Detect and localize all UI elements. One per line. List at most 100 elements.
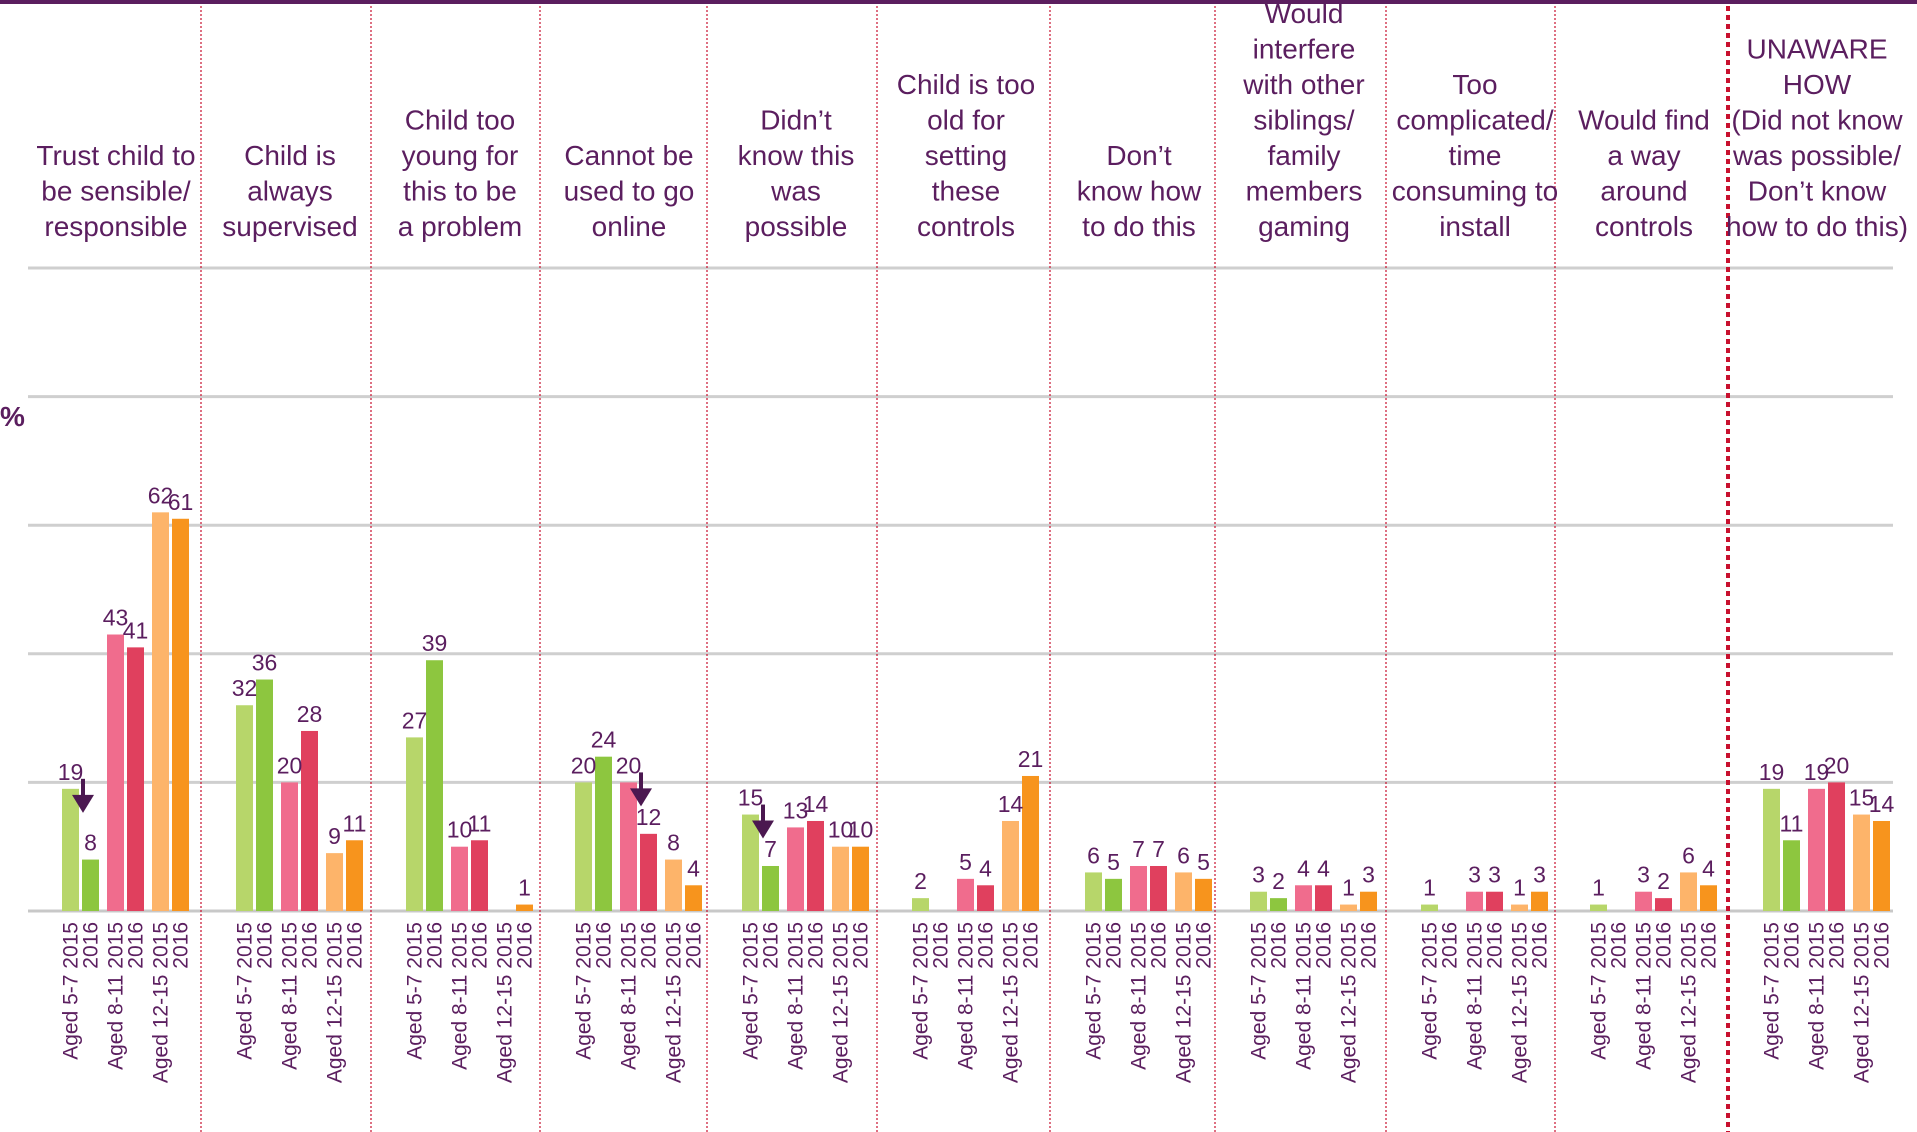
bar [281, 782, 298, 911]
category-label: Cannot be used to go online [564, 140, 695, 242]
value-label: 3 [1468, 862, 1481, 888]
bar [1808, 788, 1825, 911]
category-label-line: was possible/ [1732, 140, 1901, 171]
bar [1002, 820, 1019, 911]
category-label-line: controls [917, 211, 1015, 242]
category-label-line: around [1600, 176, 1687, 207]
bar [1655, 898, 1672, 911]
x-tick-label: Aged 12-15 2015 [324, 922, 347, 1083]
bar [451, 846, 468, 911]
value-label: 39 [422, 630, 448, 656]
category-label: Don’t know how to do this [1077, 140, 1202, 242]
bar [1763, 788, 1780, 911]
x-tick-label: Aged 8-11 2015 [955, 922, 978, 1070]
x-tick-label: Aged 12-15 2015 [1509, 922, 1532, 1083]
bar [595, 756, 612, 911]
value-label: 3 [1533, 862, 1546, 888]
value-label: 4 [1297, 855, 1310, 881]
value-label: 11 [343, 810, 367, 836]
arrow-head [72, 794, 94, 813]
x-tick-label: Aged 5-7 2015 [910, 922, 933, 1060]
x-tick-label: Aged 12-15 2015 [830, 922, 853, 1083]
value-label: 3 [1488, 862, 1501, 888]
bar [1295, 885, 1312, 911]
value-label: 7 [1152, 836, 1165, 862]
x-tick-label: Aged 5-7 2015 [573, 922, 596, 1060]
bar [82, 859, 99, 911]
category-label-line: be sensible/ [41, 176, 191, 207]
x-tick-label: Aged 5-7 2015 [1419, 922, 1442, 1060]
value-label: 5 [959, 849, 972, 875]
decrease-arrows [72, 772, 774, 839]
x-tick-label: 2016 [299, 922, 322, 969]
x-tick-label: 2016 [514, 922, 537, 969]
value-label: 4 [1317, 855, 1330, 881]
gridlines [28, 266, 1893, 913]
value-label: 6 [1682, 842, 1695, 868]
x-tick-label: Aged 5-7 2015 [60, 922, 83, 1060]
value-label: 10 [848, 817, 874, 843]
value-label: 14 [1869, 791, 1895, 817]
bar [152, 512, 169, 911]
x-tick-label: 2016 [1193, 922, 1216, 969]
x-tick-label: 2016 [1358, 922, 1381, 969]
x-tick-label: 2016 [930, 922, 953, 969]
x-tick-label: Aged 5-7 2015 [1248, 922, 1271, 1060]
bar [1105, 878, 1122, 911]
bar [1700, 885, 1717, 911]
bar [832, 846, 849, 911]
x-tick-label: 2016 [805, 922, 828, 969]
x-tick-label: 2016 [125, 922, 148, 969]
value-label: 24 [591, 727, 617, 753]
category-label: Didn’t know this was possible [738, 105, 855, 243]
value-label: 4 [1702, 855, 1715, 881]
category-label-line: gaming [1258, 211, 1350, 242]
x-tick-label: 2016 [760, 922, 783, 969]
x-tick-label: 2016 [80, 922, 103, 969]
x-tick-label: Aged 5-7 2015 [1761, 922, 1784, 1060]
bar [1828, 782, 1845, 911]
x-tick-label: 2016 [1826, 922, 1849, 969]
bar [516, 904, 533, 911]
value-label: 41 [123, 617, 149, 643]
bar [1783, 840, 1800, 911]
category-label-line: these [932, 176, 1001, 207]
value-label: 1 [518, 875, 531, 901]
value-label: 10 [447, 817, 473, 843]
category-label-line: a way [1607, 140, 1680, 171]
x-tick-label: 2016 [593, 922, 616, 969]
x-tick-label: Aged 5-7 2015 [1083, 922, 1106, 1060]
bar [575, 782, 592, 911]
value-label: 19 [1759, 759, 1785, 785]
x-tick-label: 2016 [1529, 922, 1552, 969]
bar [1315, 885, 1332, 911]
category-label-line: was [770, 176, 821, 207]
value-label: 5 [1197, 849, 1210, 875]
arrow-head [752, 820, 774, 839]
bar [762, 865, 779, 911]
bar [620, 782, 637, 911]
bar [1022, 775, 1039, 911]
x-tick-label: 2016 [1439, 922, 1462, 969]
x-tick-label: 2016 [1653, 922, 1676, 969]
value-label: 5 [1107, 849, 1120, 875]
x-tick-label: 2016 [975, 922, 998, 969]
x-tick-label: 2016 [1313, 922, 1336, 969]
bar [471, 840, 488, 911]
decrease-arrow-icon [752, 804, 774, 839]
bar [1421, 904, 1438, 911]
bar [1360, 891, 1377, 911]
x-tick-label: Aged 8-11 2015 [1633, 922, 1656, 1070]
value-label: 6 [1177, 842, 1190, 868]
x-tick-label: 2016 [424, 922, 447, 969]
value-label: 4 [979, 855, 992, 881]
category-labels: Trust child to be sensible/responsible Chi… [36, 0, 1908, 242]
bar [62, 788, 79, 911]
category-label-line: always [247, 176, 333, 207]
value-label: 8 [667, 830, 680, 856]
x-tick-label: 2016 [1103, 922, 1126, 969]
decrease-arrow-icon [72, 778, 94, 813]
